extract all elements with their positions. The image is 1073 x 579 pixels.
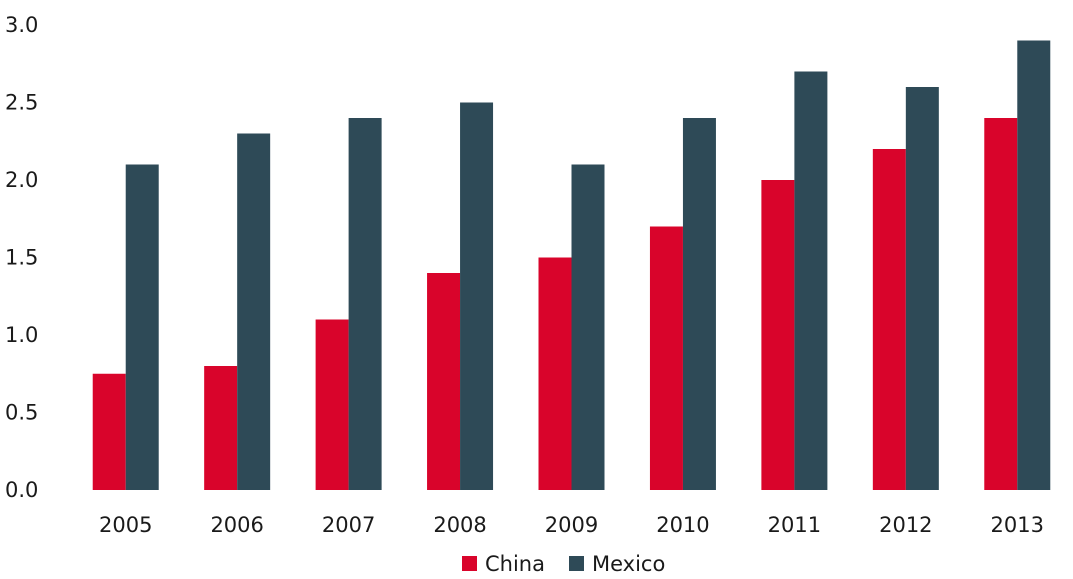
bar-mexico-2011 bbox=[794, 71, 828, 490]
bar-china-2010 bbox=[649, 226, 683, 490]
bar-mexico-2005 bbox=[125, 164, 159, 490]
bar-mexico-2008 bbox=[460, 102, 494, 490]
legend-label: Mexico bbox=[592, 552, 665, 576]
bar-mexico-2006 bbox=[237, 133, 271, 490]
y-tick-label: 3.0 bbox=[5, 13, 38, 37]
bar-china-2008 bbox=[427, 273, 461, 490]
bar-group-2010 bbox=[649, 118, 716, 490]
y-tick-label: 1.5 bbox=[5, 246, 38, 270]
y-tick-label: 0.5 bbox=[5, 401, 38, 425]
bar-mexico-2009 bbox=[571, 164, 605, 490]
bar-mexico-2013 bbox=[1017, 40, 1051, 490]
y-tick-label: 0.0 bbox=[5, 478, 38, 502]
x-tick-label: 2006 bbox=[210, 513, 263, 537]
y-tick-label: 2.5 bbox=[5, 91, 38, 115]
bar-china-2005 bbox=[92, 373, 126, 490]
bar-china-2009 bbox=[538, 257, 572, 490]
bar-group-2008 bbox=[427, 102, 494, 490]
bars bbox=[92, 40, 1051, 490]
legend-swatch bbox=[462, 556, 477, 571]
bar-group-2007 bbox=[315, 118, 382, 490]
x-tick-label: 2005 bbox=[99, 513, 152, 537]
legend-swatch bbox=[569, 556, 584, 571]
legend-label: China bbox=[485, 552, 545, 576]
bar-mexico-2012 bbox=[905, 87, 939, 490]
bar-group-2013 bbox=[984, 40, 1051, 490]
y-tick-label: 2.0 bbox=[5, 168, 38, 192]
x-tick-label: 2011 bbox=[768, 513, 821, 537]
bar-china-2013 bbox=[984, 118, 1018, 490]
x-tick-label: 2013 bbox=[991, 513, 1044, 537]
x-tick-label: 2012 bbox=[879, 513, 932, 537]
bar-mexico-2010 bbox=[682, 118, 716, 490]
x-tick-label: 2008 bbox=[433, 513, 486, 537]
x-tick-label: 2010 bbox=[656, 513, 709, 537]
legend: China Mexico bbox=[462, 552, 665, 576]
bar-group-2009 bbox=[538, 164, 605, 490]
bar-china-2006 bbox=[204, 366, 238, 490]
y-tick-label: 1.0 bbox=[5, 323, 38, 347]
x-tick-label: 2007 bbox=[322, 513, 375, 537]
legend-item-china: China bbox=[462, 552, 545, 576]
bar-group-2006 bbox=[204, 133, 271, 490]
bar-china-2012 bbox=[872, 149, 906, 490]
legend-item-mexico: Mexico bbox=[569, 552, 665, 576]
bar-china-2011 bbox=[761, 180, 795, 490]
bar-mexico-2007 bbox=[348, 118, 382, 490]
bar-group-2011 bbox=[761, 71, 828, 490]
y-axis: 0.0 0.5 1.0 1.5 2.0 2.5 3.0 bbox=[5, 13, 38, 502]
bar-group-2012 bbox=[872, 87, 939, 490]
x-axis: 2005 2006 2007 2008 2009 2010 2011 2012 2013 bbox=[99, 513, 1044, 537]
x-tick-label: 2009 bbox=[545, 513, 598, 537]
bar-china-2007 bbox=[315, 319, 349, 490]
bar-group-2005 bbox=[92, 164, 159, 490]
